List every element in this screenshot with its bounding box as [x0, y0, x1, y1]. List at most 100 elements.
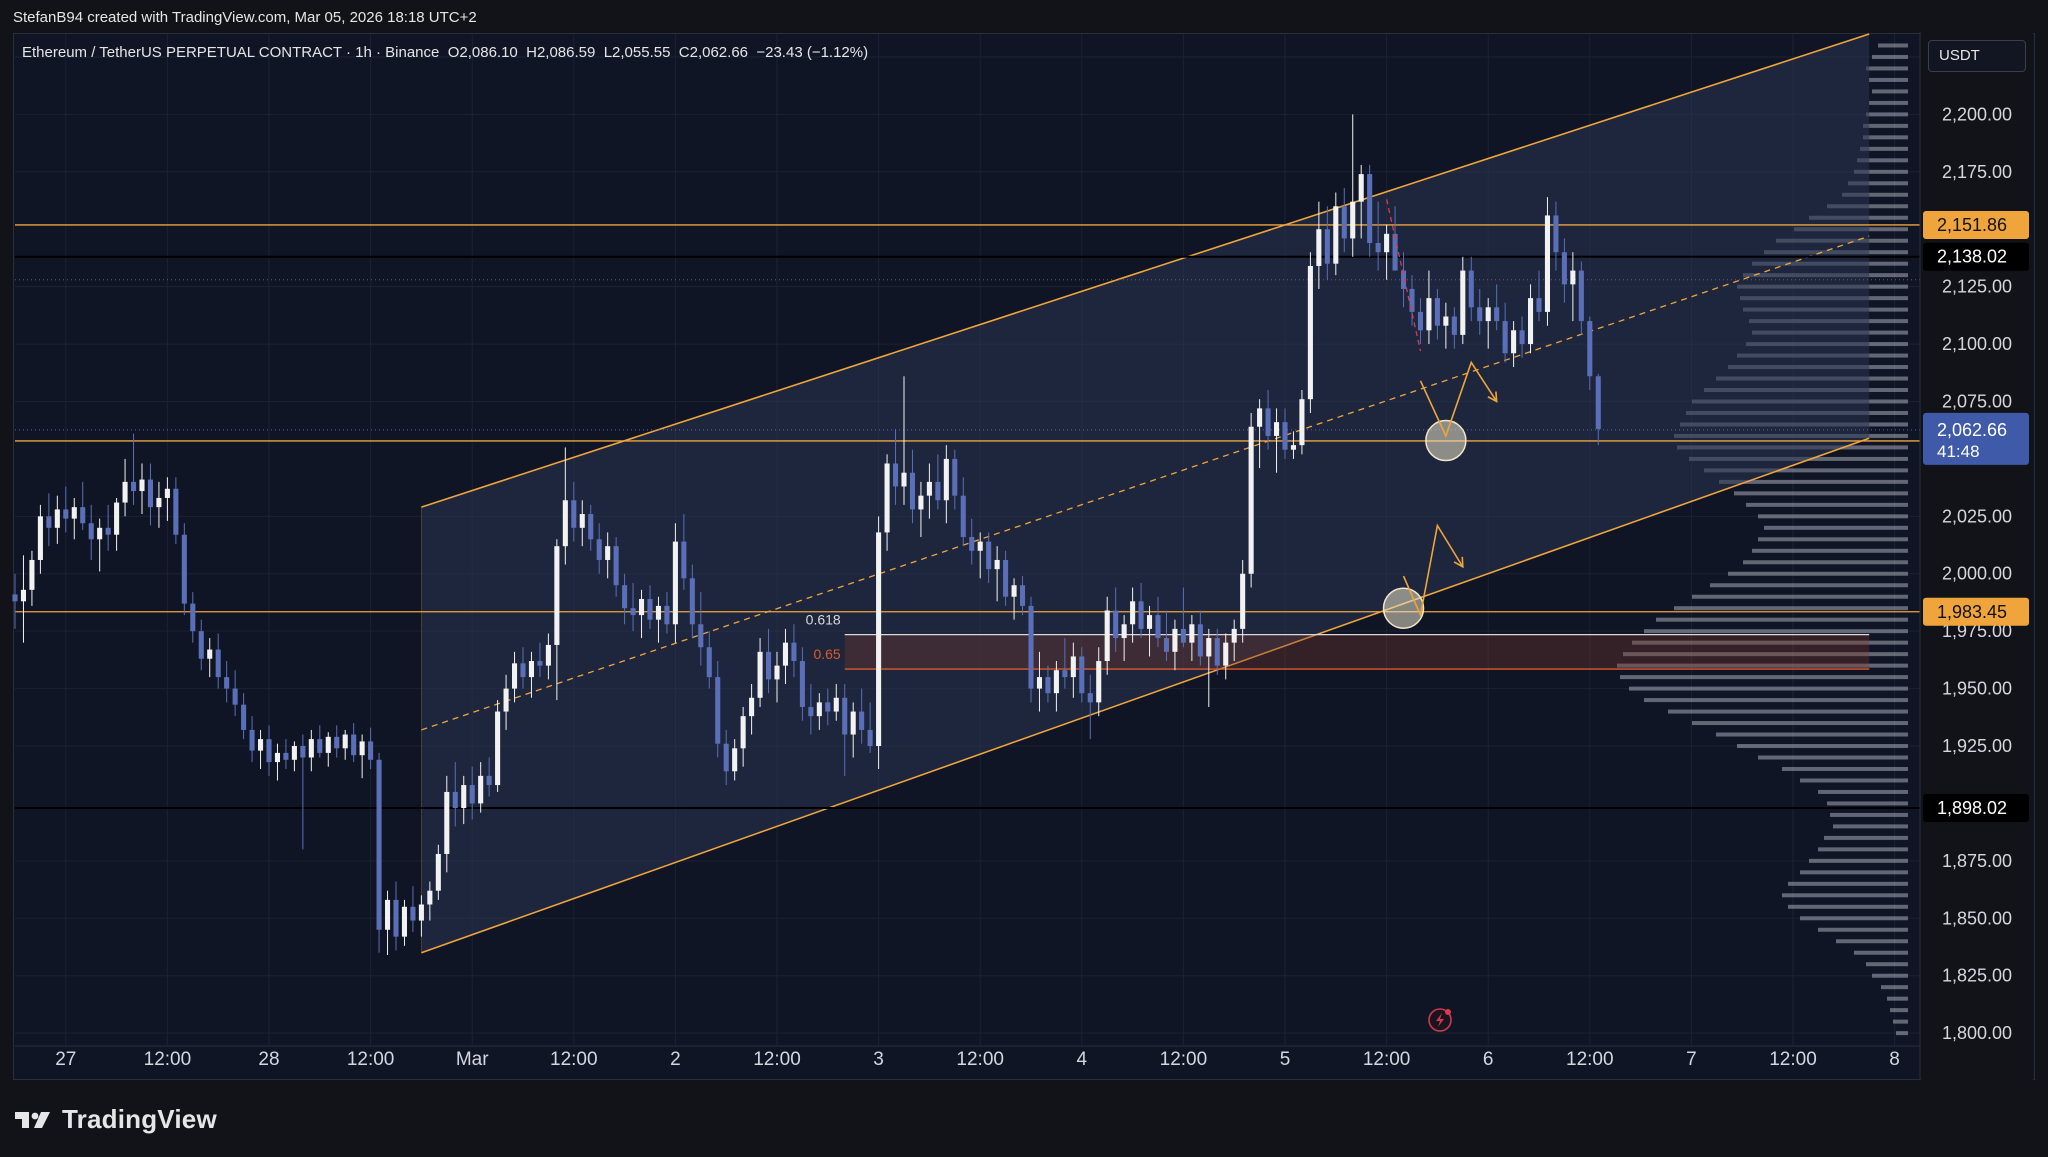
currency-selector[interactable]: USDT — [1928, 40, 2026, 72]
volume-profile-bar — [1644, 629, 1908, 634]
horizontal-levels — [15, 224, 1920, 809]
candle-up — [816, 702, 822, 717]
candle-up — [478, 775, 484, 804]
candle-up — [274, 752, 281, 763]
volume-profile-bar — [1752, 548, 1908, 553]
candle-down — [1282, 422, 1288, 450]
candle-down — [1400, 270, 1407, 289]
volume-profile-bar — [1788, 904, 1908, 909]
candle-down — [376, 759, 382, 930]
candle-up — [342, 734, 348, 749]
level-price-tag[interactable] — [1923, 793, 2029, 822]
volume-profile-bar — [1674, 606, 1908, 611]
candle-down — [1062, 670, 1068, 678]
candle-up — [122, 481, 128, 503]
candle-up — [994, 559, 1000, 570]
volume-profile-bar — [1830, 812, 1908, 817]
candle-down — [952, 458, 958, 496]
channel-lower-line[interactable] — [421, 437, 1870, 954]
level-price-label: 2,138.02 — [1937, 247, 2007, 267]
candle-down — [765, 651, 772, 680]
candle-up — [850, 711, 856, 735]
ohlc-low: L2,055.55 — [603, 44, 671, 61]
channel-middle-line[interactable] — [421, 235, 1870, 731]
candle-down — [681, 541, 687, 579]
symbol-name[interactable]: Ethereum / TetherUS PERPETUAL CONTRACT ·… — [22, 44, 440, 61]
candle-down — [198, 631, 204, 659]
candle-down — [410, 906, 416, 921]
candle-down — [1138, 601, 1144, 629]
volume-profile-bar — [1818, 927, 1908, 932]
volume-profile-bar — [1629, 686, 1908, 691]
trend-line-red[interactable] — [1385, 199, 1422, 352]
projection-path[interactable] — [1402, 523, 1464, 618]
candle-down — [1028, 605, 1034, 689]
price-channel — [421, 33, 1870, 954]
candle-down — [1553, 215, 1559, 253]
candle-down — [791, 642, 797, 662]
volume-profile-bar — [1836, 939, 1908, 944]
candle-up — [1231, 628, 1237, 643]
time-tick-label: 12:00 — [144, 1049, 192, 1070]
projection-path[interactable] — [1419, 360, 1498, 439]
ohlc-close: C2,062.66 — [678, 44, 749, 61]
volume-profile-bar — [1710, 583, 1908, 588]
candle-down — [393, 899, 399, 937]
candle-up — [97, 527, 103, 540]
candle-up — [1206, 638, 1212, 657]
candle-down — [698, 624, 704, 648]
candle-up — [1570, 270, 1576, 285]
candle-down — [224, 677, 230, 689]
candle-down — [596, 539, 602, 560]
candle-up — [1104, 610, 1110, 662]
volume-profile-bar — [1743, 560, 1908, 565]
candle-down — [283, 752, 289, 760]
volume-profile-bar — [1824, 835, 1908, 840]
candle-up — [1307, 265, 1313, 400]
channel-upper-line[interactable] — [421, 33, 1870, 508]
candle-down — [808, 706, 814, 717]
candle-up — [545, 644, 551, 666]
level-price-label: 1,898.02 — [1937, 798, 2007, 818]
price-tick-label: 2,025.00 — [1942, 506, 2012, 526]
candle-down — [486, 775, 492, 786]
volume-profile-bar — [1827, 801, 1908, 806]
time-tick-label: 12:00 — [1769, 1049, 1817, 1070]
candle-down — [1434, 298, 1440, 326]
volume-profile-bar — [1863, 123, 1908, 128]
candle-down — [1468, 270, 1474, 308]
candle-up — [71, 507, 77, 519]
volume-profile-bar — [1617, 663, 1908, 668]
target-circle[interactable] — [1425, 419, 1467, 462]
candle-up — [1223, 642, 1229, 666]
level-price-tag[interactable] — [1923, 242, 2029, 271]
candle-up — [1053, 670, 1059, 694]
volume-profile-bar — [1800, 870, 1908, 875]
candle-down — [537, 661, 543, 666]
volume-profile-bar — [1737, 744, 1908, 749]
volume-profile-bar — [1800, 778, 1908, 783]
volume-profile-bar — [1872, 89, 1908, 94]
price-tick-label: 1,850.00 — [1942, 908, 2012, 928]
candle-down — [613, 546, 619, 586]
candle-down — [469, 785, 475, 804]
price-tick-label: 2,075.00 — [1942, 391, 2012, 411]
current-price-tag[interactable] — [1923, 412, 2029, 465]
volume-profile-bar — [1758, 537, 1908, 542]
candle-down — [588, 514, 594, 540]
candle-up — [308, 739, 314, 758]
candle-down — [571, 500, 577, 528]
level-price-tag[interactable] — [1923, 210, 2029, 239]
tradingview-brand[interactable]: TradingView — [14, 1104, 217, 1135]
candle-up — [207, 649, 213, 659]
price-tick-label: 2,100.00 — [1942, 334, 2012, 354]
candle-down — [1536, 298, 1542, 312]
candle-up — [139, 479, 145, 492]
candle-up — [901, 472, 907, 487]
level-price-tag[interactable] — [1923, 597, 2029, 626]
ohlc-open: O2,086.10 — [447, 44, 518, 61]
price-tick-label: 2,175.00 — [1942, 162, 2012, 182]
bar-countdown-label: 41:48 — [1937, 442, 1980, 461]
volume-profile-bar — [1854, 950, 1908, 955]
